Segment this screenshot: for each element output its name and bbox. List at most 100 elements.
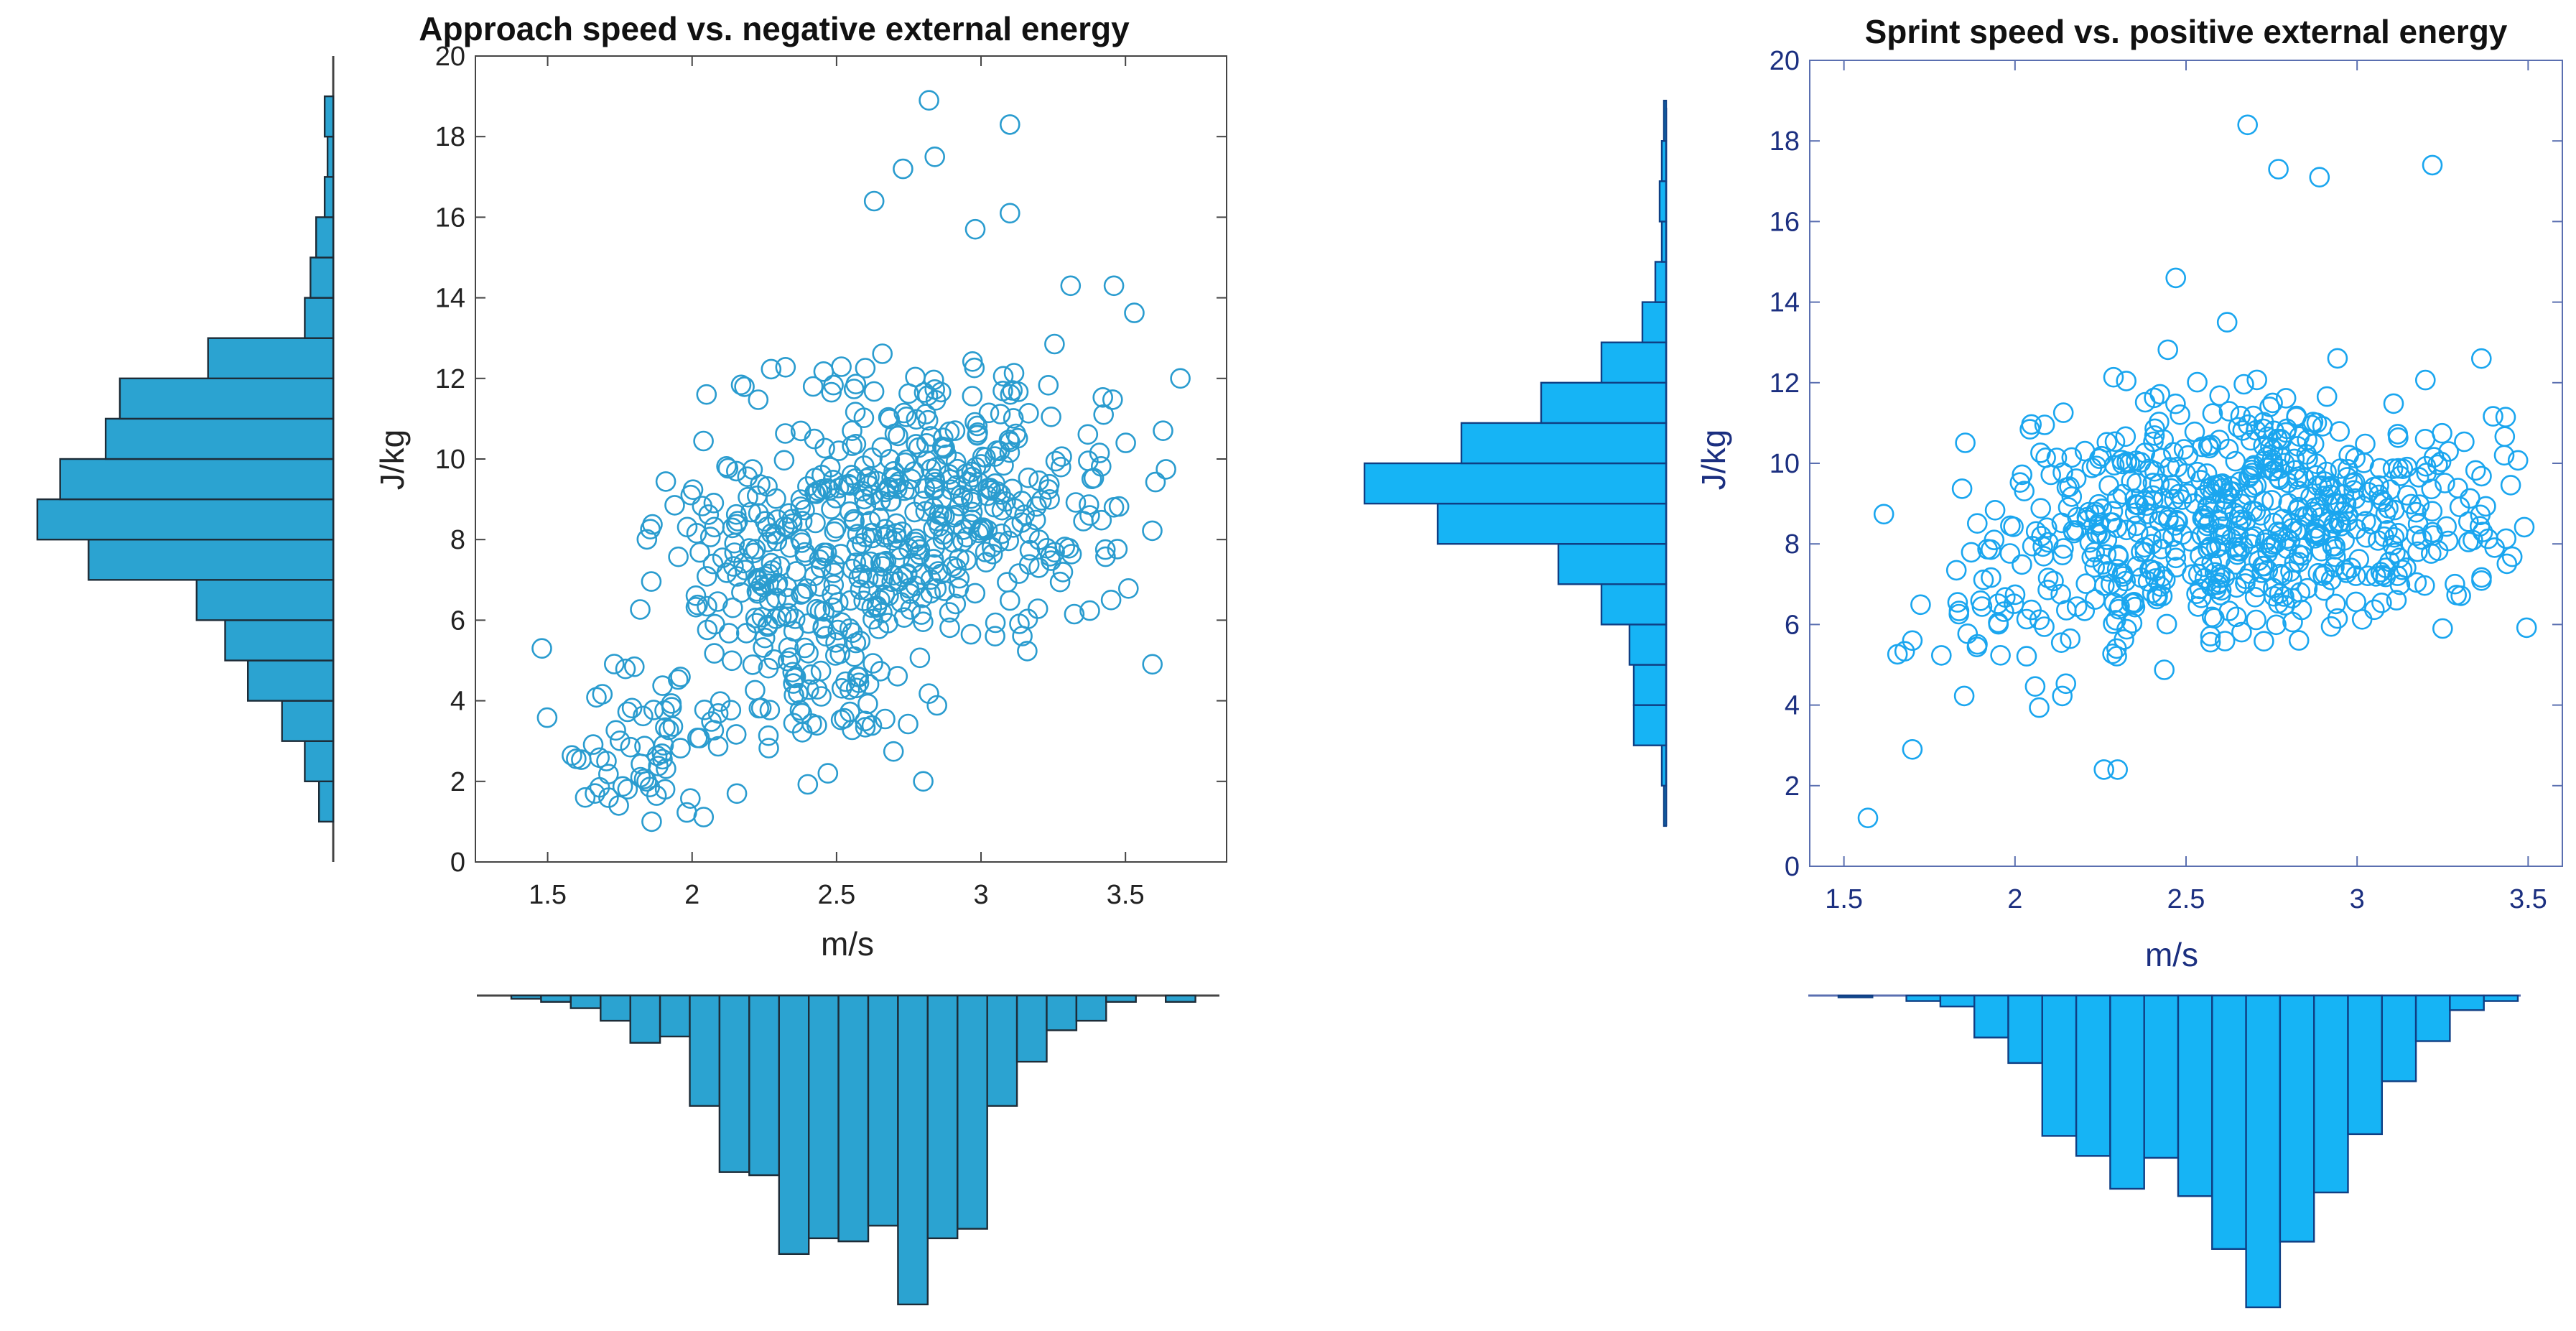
scatter-point <box>942 556 963 577</box>
scatter-point <box>904 501 925 523</box>
scatter-point <box>2327 348 2348 369</box>
scatter-point <box>2029 697 2050 718</box>
scatter-point <box>1051 456 1071 478</box>
scatter-point <box>2152 505 2172 526</box>
y-histogram-bar <box>1557 543 1668 585</box>
scatter-point <box>1999 543 2021 564</box>
plot-frame <box>475 55 1227 863</box>
y-histogram-bar <box>224 619 335 662</box>
axis-ticks: 0 2 4 6 8 10 12 14 16 18 20 1.5 2 2.5 3 3.5 <box>435 42 1227 910</box>
scatter-point <box>1093 404 1114 425</box>
scatter-point <box>799 679 819 700</box>
scatter-point <box>870 590 891 611</box>
scatter-point <box>1957 623 1979 644</box>
x-histogram-bar <box>1015 994 1048 1063</box>
scatter-point <box>2471 348 2492 369</box>
scatter-point <box>682 479 704 501</box>
scatter-point <box>2115 570 2136 592</box>
scatter-point <box>2243 477 2264 498</box>
y-marginal-histogram <box>36 56 335 862</box>
scatter-point <box>819 457 841 478</box>
scatter-point <box>2019 419 2040 440</box>
y-tick-label: 6 <box>1785 610 1800 640</box>
scatter-point <box>801 664 822 685</box>
scatter-point <box>2516 617 2537 639</box>
scatter-point <box>1115 432 1136 453</box>
scatter-point <box>734 376 755 397</box>
scatter-point <box>2268 467 2289 488</box>
scatter-point <box>2096 544 2117 565</box>
scatter-point <box>2412 529 2432 550</box>
scatter-point <box>828 478 850 498</box>
y-tick-label: 6 <box>450 606 465 636</box>
scatter-point <box>2458 511 2479 532</box>
scatter-point <box>2170 404 2190 425</box>
scatter-point <box>825 632 846 653</box>
scatter-point <box>2351 608 2373 630</box>
scatter-point <box>761 358 782 380</box>
scatter-point <box>883 565 903 586</box>
scatter-point <box>1008 381 1029 402</box>
x-tick-label: 3 <box>2350 884 2365 914</box>
scatter-point <box>630 599 651 620</box>
scatter-point <box>1873 504 1894 525</box>
scatter-point <box>805 483 827 504</box>
x-histogram-bar <box>957 994 988 1230</box>
scatter-point <box>1060 275 1082 297</box>
scatter-point <box>1947 592 1968 613</box>
scatter-point <box>2131 567 2152 588</box>
scatter-point <box>1064 603 1085 625</box>
x-histogram-bar <box>659 994 691 1038</box>
scatter-point <box>1988 613 2009 635</box>
scatter-point <box>885 523 906 544</box>
scatter-point <box>943 506 964 528</box>
scatter-point <box>2165 267 2186 289</box>
scatter-point <box>972 517 994 539</box>
scatter-point <box>896 406 917 427</box>
scatter-point <box>1961 542 1982 563</box>
scatter-point <box>888 539 910 560</box>
scatter-point <box>562 745 582 766</box>
scatter-point <box>2184 421 2205 442</box>
scatter-point <box>796 578 817 599</box>
scatter-point <box>2345 591 2366 613</box>
scatter-point <box>2470 504 2491 526</box>
x-histogram-bar <box>2143 994 2180 1159</box>
scatter-point <box>2159 457 2180 478</box>
y-tick-label: 8 <box>1785 529 1800 560</box>
scatter-point <box>790 489 812 510</box>
scatter-points <box>531 90 1191 833</box>
scatter-point <box>924 479 945 501</box>
x-histogram-bar <box>2414 994 2451 1042</box>
scatter-point <box>2355 433 2376 455</box>
y-tick-label: 4 <box>1785 691 1800 721</box>
scatter-point <box>827 619 848 641</box>
scatter-point <box>928 561 949 582</box>
scatter-point <box>887 666 908 687</box>
scatter-point <box>875 481 896 503</box>
y-histogram-bar <box>1632 664 1668 706</box>
scatter-point <box>2237 114 2258 136</box>
scatter-point <box>725 724 747 745</box>
x-histogram-bar <box>748 994 780 1177</box>
scatter-point <box>814 437 835 459</box>
scatter-point <box>950 485 971 506</box>
scatter-point <box>2255 532 2276 554</box>
scatter-point <box>1017 641 1038 662</box>
scatter-point <box>702 553 724 575</box>
scatter-point <box>821 498 842 519</box>
scatter-point <box>705 613 725 635</box>
scatter-points <box>1857 114 2537 828</box>
scatter-point <box>2297 578 2318 599</box>
scatter-point <box>2063 522 2085 544</box>
scatter-point <box>806 598 827 620</box>
scatter-point <box>2421 543 2442 564</box>
scatter-point <box>847 666 868 687</box>
scatter-point <box>1009 613 1030 634</box>
y-axis-label: J/kg <box>373 430 411 490</box>
scatter-point <box>932 529 954 550</box>
panel-sprint-speed: Sprint speed vs. positive external energ… <box>1363 13 2563 1309</box>
y-histogram-bar <box>304 740 335 782</box>
x-axis-label: m/s <box>2145 936 2198 973</box>
scatter-point <box>964 412 985 433</box>
